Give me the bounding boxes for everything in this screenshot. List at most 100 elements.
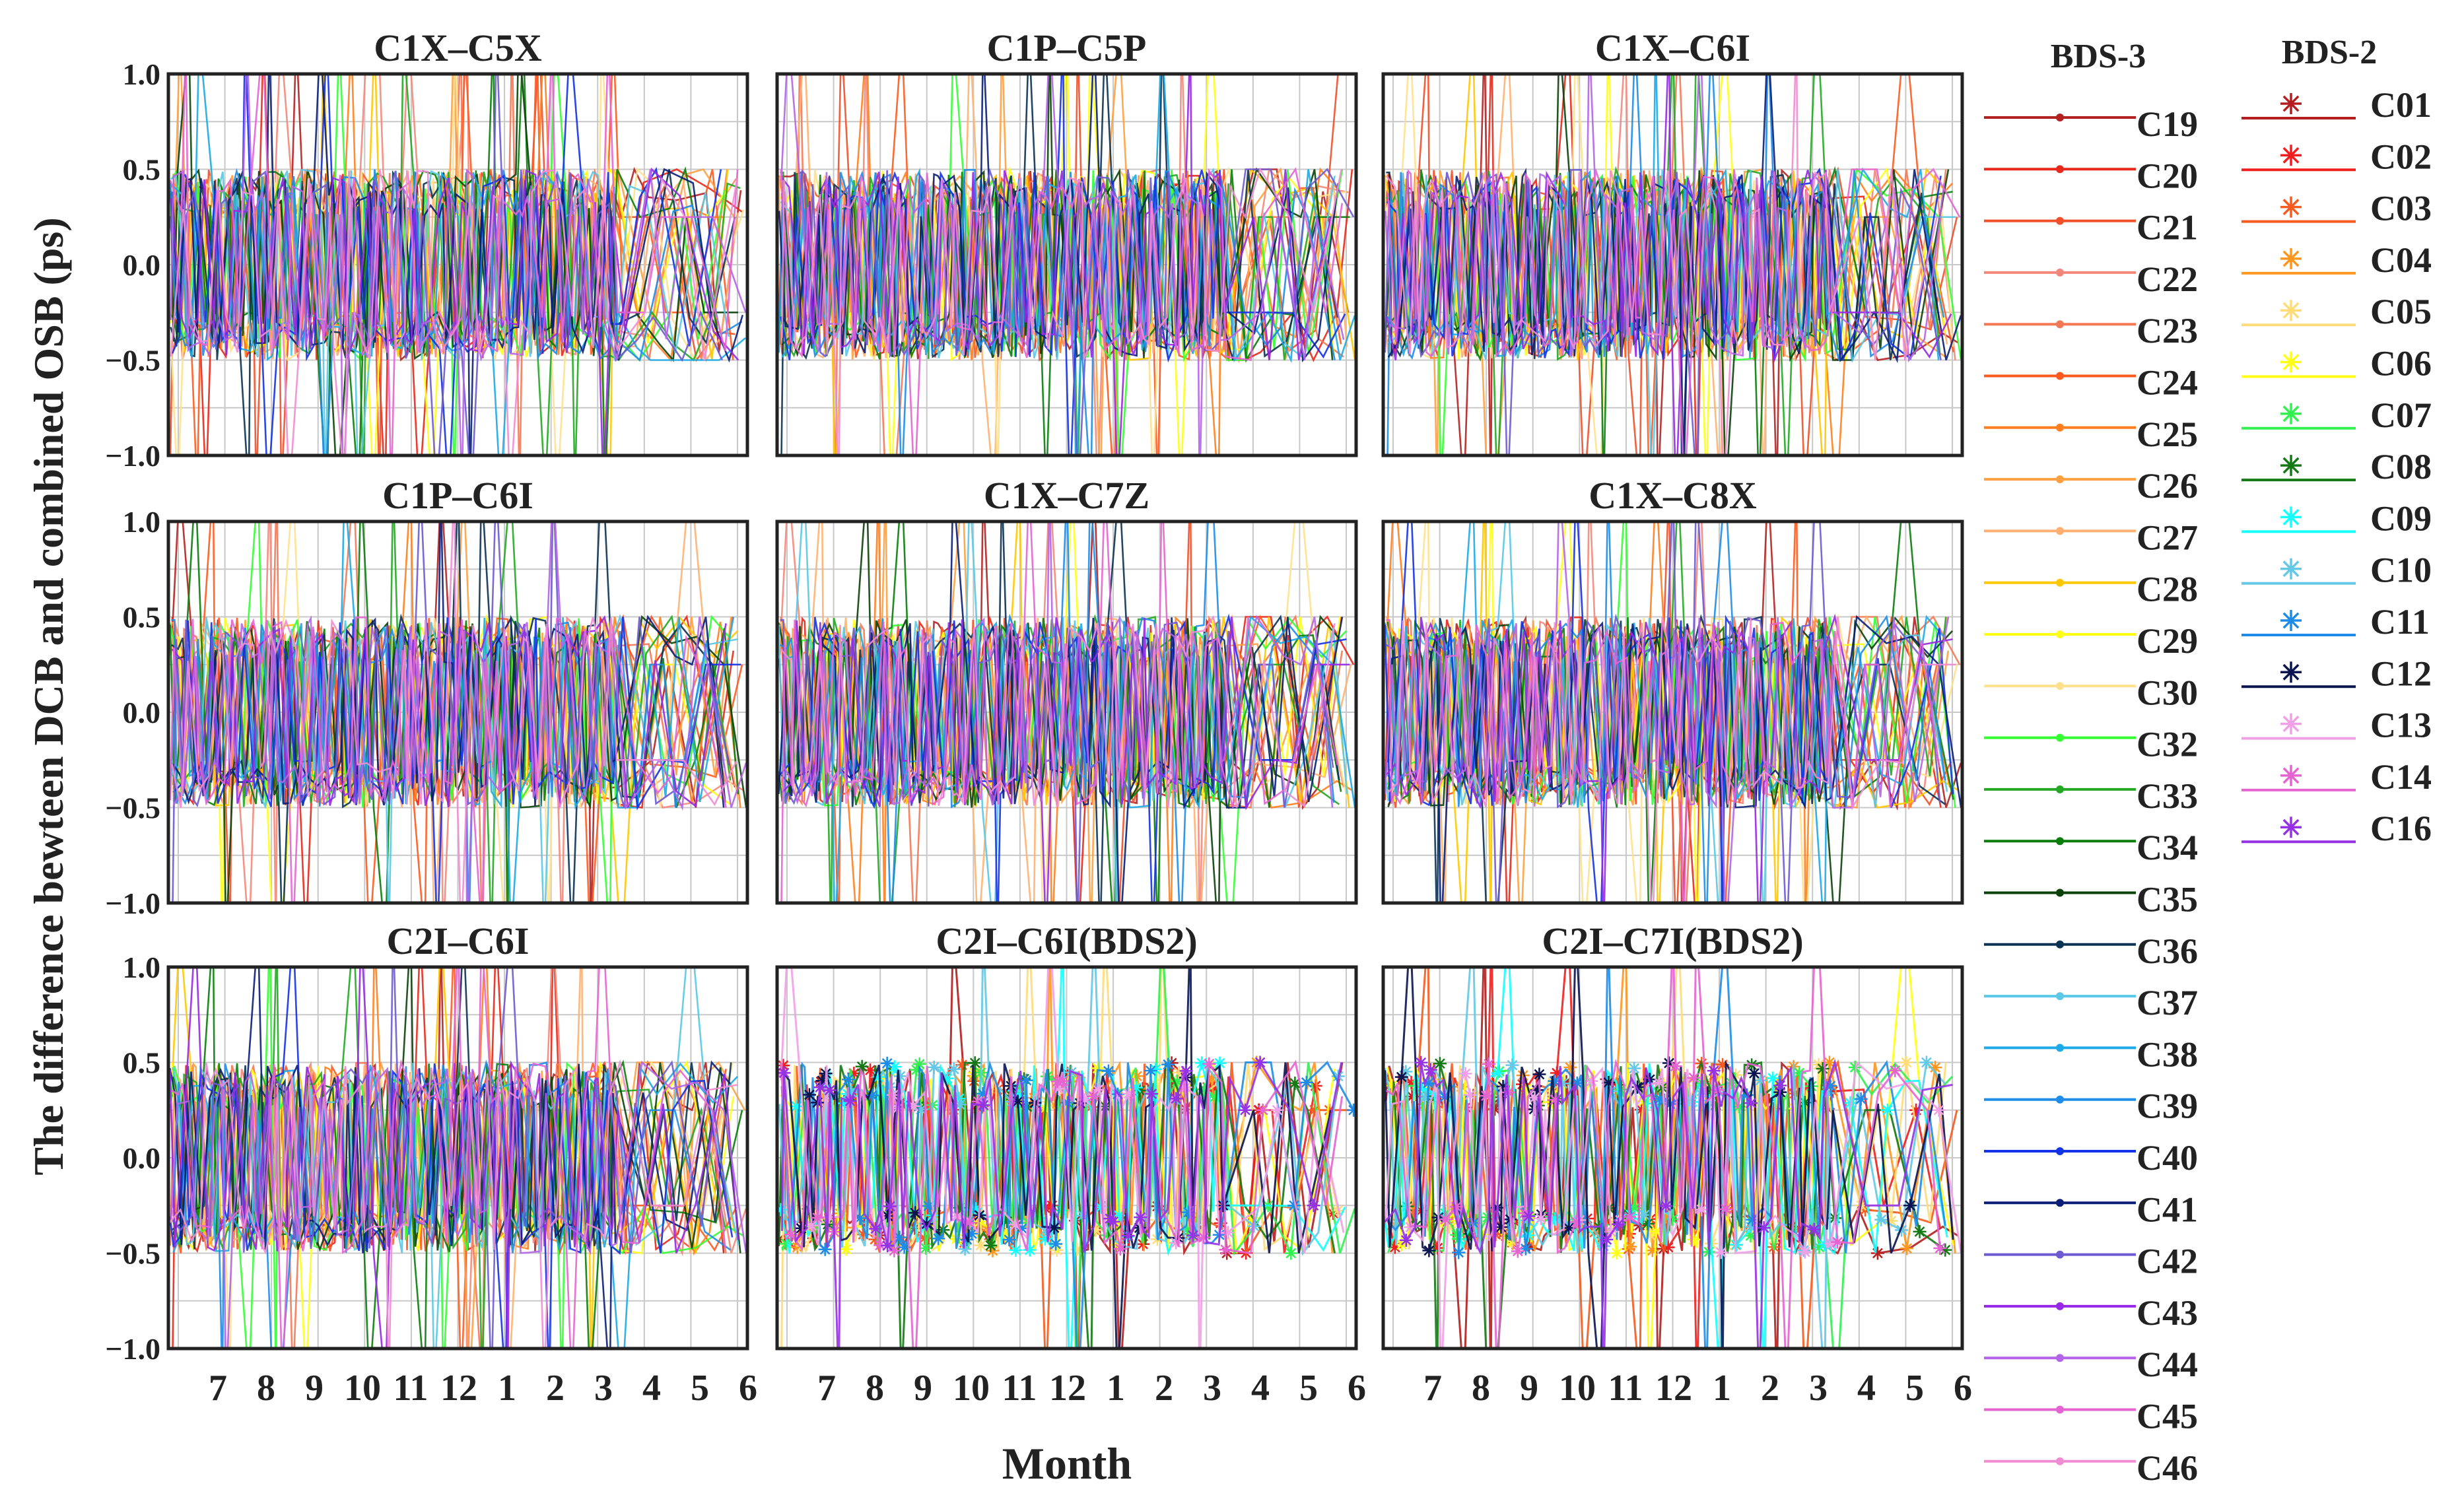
x-tick-label: 5 [1905,1368,1924,1409]
star-marker [976,1098,990,1112]
star-marker [1220,1246,1234,1260]
star-marker [912,1057,926,1071]
axes-frame [1381,965,1964,1351]
star-marker [1746,1213,1760,1226]
star-marker [1216,1199,1230,1213]
star-marker [1522,1209,1536,1223]
star-marker [1023,1243,1037,1257]
star-marker [1687,1232,1701,1246]
star-marker [1423,1063,1437,1077]
legend-label: C45 [2137,1397,2198,1436]
star-marker [1695,1203,1709,1217]
star-marker [907,1099,920,1113]
star-marker [1888,1063,1902,1077]
legend-marker [2280,661,2302,683]
legend-entry-C43: C43 [1984,1293,2198,1333]
legend-marker [2056,372,2064,380]
star-marker [1913,1224,1927,1238]
star-marker [1038,1232,1052,1246]
star-marker [1331,1204,1345,1218]
star-marker [1600,1232,1614,1246]
series-C46 [1387,617,1956,903]
legend-label: C28 [2137,570,2198,609]
star-marker [1221,1226,1235,1240]
x-tick-label: 5 [691,1368,709,1409]
series-lines [168,521,747,903]
star-marker [1148,1062,1162,1076]
star-marker [1479,1089,1493,1103]
star-marker [969,1202,982,1216]
x-tick-label: 3 [594,1368,613,1409]
series-C44 [1384,521,1950,903]
series-C16 [780,1059,1343,1349]
y-tick-label: −1.0 [105,439,160,473]
star-marker [1134,1211,1147,1224]
star-marker [790,1240,804,1254]
star-marker [815,1074,829,1088]
star-marker [1145,1087,1159,1101]
star-marker [1121,1229,1135,1243]
star-marker [1122,1087,1136,1100]
star-marker [1744,1229,1758,1243]
x-tick-label: 11 [1608,1368,1643,1409]
star-marker [1831,1235,1845,1249]
star-marker [986,1244,1000,1257]
star-marker [1643,1380,1656,1393]
star-marker [955,1058,969,1072]
star-marker [1099,1100,1112,1114]
star-marker [1111,1238,1124,1252]
y-tick-label: 0.0 [123,1141,161,1175]
x-tick-label: 4 [642,1368,661,1409]
star-marker [1854,1092,1868,1106]
star-marker [1716,1058,1730,1072]
x-axis-label: Month [1002,1438,1132,1488]
series-lines [777,521,1356,903]
star-marker [1627,1061,1641,1075]
y-tick-label: −0.5 [105,791,160,825]
star-marker [888,1060,902,1074]
star-marker [1767,1102,1781,1116]
star-marker [1112,1209,1126,1222]
star-marker [1019,1073,1033,1087]
legend-label: C25 [2137,415,2198,454]
legend-label: C35 [2137,880,2198,920]
legend-label: C37 [2137,983,2198,1022]
series-C46 [1385,74,1938,455]
series-lines [1383,967,1962,1393]
star-marker [1668,1059,1682,1073]
legend-label: C30 [2137,673,2198,712]
series-C43 [779,74,1332,455]
star-marker [1106,1092,1120,1106]
legend-entry-C11: C11 [2242,602,2430,642]
star-marker [920,1217,934,1231]
star-marker [1452,1246,1466,1259]
star-marker [968,1056,982,1070]
series-C44 [780,74,1345,455]
star-marker [984,1238,998,1252]
legend-marker [2056,733,2064,742]
legend-marker [2056,940,2064,949]
legend-label: C19 [2137,104,2198,144]
x-tick-label: 12 [1655,1368,1692,1409]
y-tick-label: −1.0 [105,1332,160,1366]
legend-label: C41 [2137,1189,2198,1229]
x-tick-label: 10 [953,1368,990,1409]
legend-marker [2280,817,2302,838]
star-marker [813,1081,827,1094]
star-marker [1602,1076,1616,1090]
panel-1: C1X–C5X 1.0 0.5 0.0 −1.0 −0.5 [105,26,749,473]
legend-entry-C03: C03 [2242,189,2432,228]
star-marker [839,1242,853,1256]
star-marker [1086,1089,1100,1103]
x-tick-label: 4 [1857,1368,1876,1409]
star-marker [822,1210,836,1224]
star-marker [880,1056,894,1070]
legend-entry-C38: C38 [1984,1034,2198,1074]
star-marker [1165,1056,1179,1070]
star-marker [922,1199,936,1213]
legend-label: C44 [2137,1345,2198,1384]
star-marker [1812,1240,1826,1254]
star-marker [1299,1075,1313,1089]
star-marker [1033,1211,1046,1225]
x-tick-label: 2 [1761,1368,1779,1409]
